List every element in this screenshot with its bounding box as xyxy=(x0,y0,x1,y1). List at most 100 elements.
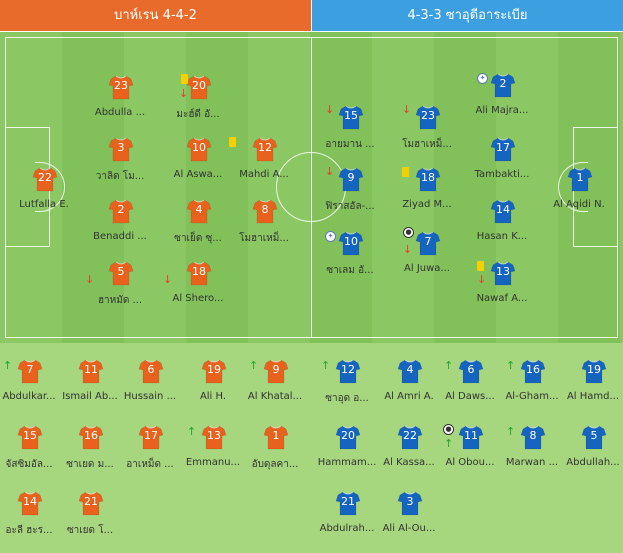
home-xi-player[interactable]: 22 Lutfalla E. xyxy=(9,166,79,226)
away-xi-player[interactable]: 7 Al Juwa... ● ↓ xyxy=(392,227,462,290)
away-bench-player[interactable]: 11 Al Obou... ● ↑ xyxy=(435,424,505,484)
away-bench-player[interactable]: 12 ซาอุด อ... ↑ xyxy=(312,358,382,418)
substitutes-area xyxy=(0,343,623,553)
shirt-icon: 2 xyxy=(108,198,134,224)
yellow-card-icon xyxy=(181,74,188,84)
arrow-up-icon: ↑ xyxy=(3,359,13,372)
home-bench-player[interactable]: 19 Ali H. xyxy=(178,358,248,418)
shirt-icon: 22 xyxy=(397,424,423,450)
shirt-number: 6 xyxy=(467,363,475,376)
home-xi-player[interactable]: 12 Mahdi A... xyxy=(229,136,299,196)
away-xi-player[interactable]: 10 ซาเลม อั... ✦ xyxy=(315,230,385,290)
home-xi-player[interactable]: 20 มะฮ์ดี อั... ↓ xyxy=(163,74,233,134)
shirt-number: 9 xyxy=(347,171,355,184)
arrow-down-icon: ↓ xyxy=(325,165,335,178)
player-name: Benaddi ... xyxy=(93,231,147,242)
away-bench-player[interactable]: 6 Al Daws... ↑ xyxy=(435,358,505,418)
shirt-number: 2 xyxy=(499,77,507,90)
shirt-number: 19 xyxy=(587,363,601,376)
shirt-icon: 21 xyxy=(335,490,361,516)
away-xi-player[interactable]: 15 อายมาน ... ↓ xyxy=(315,104,385,164)
away-bench-player[interactable]: 16 Al-Gham... ↑ xyxy=(497,358,567,418)
home-bench-player[interactable]: 9 Al Khatal... ↑ xyxy=(240,358,310,418)
home-bench-player[interactable]: 17 อาเหม็ด ... xyxy=(115,424,185,484)
player-name: Ziyad M... xyxy=(402,199,452,210)
away-xi-player[interactable]: 17 Tambakti... xyxy=(467,136,537,196)
player-name: Marwan ... xyxy=(505,457,559,468)
player-name: ซาอุด อ... xyxy=(325,393,369,404)
away-bench-player[interactable]: 4 Al Amri A. xyxy=(374,358,444,418)
away-bench-player[interactable]: 20 Hammam... xyxy=(312,424,382,484)
away-bench-player[interactable]: 8 Marwan ... ↑ xyxy=(497,424,567,484)
shirt-number: 15 xyxy=(344,109,358,122)
away-xi-player[interactable]: 13 Nawaf A... ↓ xyxy=(467,260,537,320)
home-xi-player[interactable]: 8 โมฮาเหม็... xyxy=(229,198,299,258)
away-xi-player[interactable]: 1 Al Aqidi N. xyxy=(544,166,614,226)
player-name: Abdulrah... xyxy=(319,523,375,534)
shirt-number: 16 xyxy=(84,429,98,442)
arrow-up-icon: ↑ xyxy=(506,425,516,438)
away-xi-player[interactable]: 14 Hasan K... xyxy=(467,198,537,258)
ball-icon: ● xyxy=(443,424,454,435)
home-xi-player[interactable]: 10 Al Aswa... xyxy=(163,136,233,196)
away-xi-player[interactable]: 23 โมฮาเหม็... ↓ xyxy=(392,104,462,164)
player-name: Hasan K... xyxy=(476,231,528,242)
home-bench-player[interactable]: 13 Emmanu... ↑ xyxy=(178,424,248,484)
home-xi-player[interactable]: 4 ซาเย็ด ซุ... xyxy=(163,198,233,258)
player-name: Abdulkar... xyxy=(2,391,56,402)
shirt-number: 23 xyxy=(114,79,128,92)
home-team-header: บาห์เรน 4-4-2 xyxy=(0,0,311,31)
home-bench-player[interactable]: 11 Ismail Ab... xyxy=(55,358,125,418)
player-name: อะลี ฮะร... xyxy=(5,525,53,536)
player-name: Mahdi A... xyxy=(239,169,289,180)
player-name: Hammam... xyxy=(317,457,377,468)
home-xi-player[interactable]: 23 Abdulla ... xyxy=(85,74,155,134)
shirt-icon: 6 xyxy=(458,358,484,384)
home-xi-player[interactable]: 3 วาลิด โม... xyxy=(85,136,155,196)
home-xi-player[interactable]: 18 Al Shero... ↓ xyxy=(163,260,233,320)
away-bench-player[interactable]: 22 Al Kassa... xyxy=(374,424,444,484)
player-name: มะฮ์ดี อั... xyxy=(176,109,220,120)
player-name: Emmanu... xyxy=(185,457,241,468)
home-bench-player[interactable]: 14 อะลี ฮะร... xyxy=(0,490,64,550)
shirt-icon: 10 xyxy=(338,230,364,256)
home-bench-player[interactable]: 6 Hussain ... xyxy=(115,358,185,418)
home-bench-player[interactable]: 15 จัสซิมอัล... xyxy=(0,424,64,484)
shirt-icon: 8 xyxy=(252,198,278,224)
home-bench-player[interactable]: 7 Abdulkar... ↑ xyxy=(0,358,64,418)
player-name: Abdullah... xyxy=(566,457,620,468)
home-bench-player[interactable]: 16 ซาเยด ม... xyxy=(55,424,125,484)
away-xi-player[interactable]: 2 Ali Majra... ✦ xyxy=(467,72,537,132)
shirt-number: 7 xyxy=(424,235,432,248)
home-bench-player[interactable]: 21 ซาเยด โ... xyxy=(55,490,125,550)
home-xi-player[interactable]: 2 Benaddi ... xyxy=(85,198,155,258)
away-team-header: 4-3-3 ซาอุดีอาระเบีย xyxy=(312,0,623,31)
shirt-number: 7 xyxy=(26,363,34,376)
shirt-number: 11 xyxy=(84,363,98,376)
away-bench-player[interactable]: 5 Abdullah... xyxy=(558,424,623,484)
shirt-number: 9 xyxy=(272,363,280,376)
shirt-icon: 14 xyxy=(490,198,516,224)
arrow-down-icon: ↓ xyxy=(163,273,173,286)
arrow-up-icon: ↑ xyxy=(321,359,331,372)
shirt-number: 23 xyxy=(421,109,435,122)
away-xi-player[interactable]: 18 Ziyad M... xyxy=(392,166,462,226)
away-bench-player[interactable]: 19 Al Hamd... xyxy=(558,358,623,418)
shirt-number: 12 xyxy=(258,141,272,154)
shirt-number: 14 xyxy=(23,495,37,508)
home-xi-player[interactable]: 5 ฮาหมัด ... ↓ xyxy=(85,260,155,320)
shirt-icon: 21 xyxy=(78,490,104,516)
shirt-number: 10 xyxy=(344,235,358,248)
shirt-number: 21 xyxy=(84,495,98,508)
shirt-number: 14 xyxy=(496,203,510,216)
home-bench-player[interactable]: 1 อับดุลคา... xyxy=(240,424,310,484)
away-xi-player[interactable]: 9 ฟิราสอัล-... ↓ xyxy=(315,166,385,226)
shirt-icon: 5 xyxy=(108,260,134,286)
shirt-number: 3 xyxy=(406,495,414,508)
shirt-number: 20 xyxy=(341,429,355,442)
away-bench-player[interactable]: 21 Abdulrah... xyxy=(312,490,382,550)
arrow-down-icon: ↓ xyxy=(477,273,487,286)
away-bench-player[interactable]: 3 Ali Al-Ou... xyxy=(374,490,444,550)
arrow-up-icon: ↑ xyxy=(187,425,197,438)
shirt-icon: 10 xyxy=(186,136,212,162)
